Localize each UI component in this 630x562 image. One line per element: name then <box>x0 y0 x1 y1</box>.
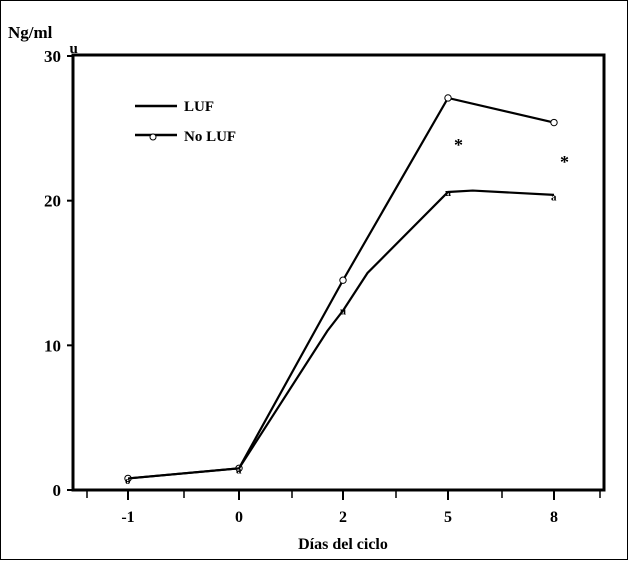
y-tick-label: 0 <box>53 481 62 500</box>
legend-marker-no-luf <box>149 133 157 141</box>
data-point-luf <box>550 118 558 127</box>
y-tick-label: 30 <box>44 47 61 66</box>
x-axis-ticks: -1 0 2 5 8 <box>86 490 601 526</box>
annotations-group: * * u u u a a o <box>70 41 570 487</box>
plot-area <box>71 53 606 492</box>
significance-asterisk: * <box>454 135 463 155</box>
x-tick-label: 2 <box>339 509 347 526</box>
glyph-mark: o <box>125 475 131 487</box>
x-tick-label: 5 <box>444 509 452 526</box>
x-tick-label: 8 <box>550 509 558 526</box>
x-tick-label: 0 <box>235 509 243 526</box>
y-axis-ticks: 0 10 20 30 <box>44 47 73 500</box>
series-group <box>124 94 558 483</box>
glyph-mark: a <box>551 191 557 203</box>
data-point-luf <box>339 276 347 284</box>
x-axis-title: Días del ciclo <box>298 536 388 553</box>
glyph-mark: a <box>236 465 242 477</box>
y-tick-label: 20 <box>44 192 61 211</box>
y-tick-label: 10 <box>44 336 61 355</box>
data-point-luf <box>444 94 452 102</box>
legend: LUF No LUF <box>135 99 236 145</box>
significance-asterisk: * <box>560 152 569 172</box>
series-line-no-luf <box>127 189 555 480</box>
series-line-luf <box>127 96 555 480</box>
glyph-mark: u <box>445 187 451 199</box>
legend-label-luf: LUF <box>184 99 214 115</box>
glyph-mark: u <box>340 306 346 318</box>
y-axis-title: Ng/ml <box>8 23 53 42</box>
x-tick-label: -1 <box>121 509 134 526</box>
legend-label-no-luf: No LUF <box>184 129 236 145</box>
glyph-mark: u <box>70 41 78 57</box>
